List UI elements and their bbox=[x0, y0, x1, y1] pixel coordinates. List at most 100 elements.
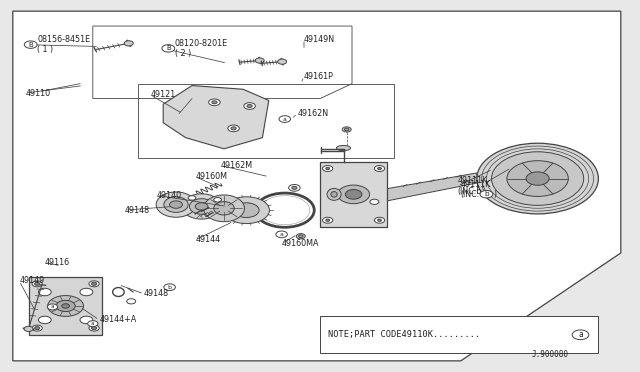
Ellipse shape bbox=[164, 197, 188, 212]
Circle shape bbox=[214, 198, 221, 202]
FancyBboxPatch shape bbox=[320, 316, 598, 353]
Circle shape bbox=[212, 101, 217, 104]
Text: 49140: 49140 bbox=[157, 191, 182, 200]
Circle shape bbox=[374, 166, 385, 171]
Text: a: a bbox=[280, 232, 284, 237]
Circle shape bbox=[255, 58, 264, 63]
Circle shape bbox=[35, 327, 40, 330]
Circle shape bbox=[188, 196, 196, 200]
Text: 49111K: 49111K bbox=[461, 180, 491, 189]
Circle shape bbox=[38, 316, 51, 324]
Circle shape bbox=[32, 325, 42, 331]
Circle shape bbox=[92, 327, 97, 330]
Circle shape bbox=[378, 167, 381, 170]
Polygon shape bbox=[387, 173, 477, 201]
Text: 08120-8201E
( 2 ): 08120-8201E ( 2 ) bbox=[175, 39, 228, 58]
Ellipse shape bbox=[337, 145, 351, 151]
Circle shape bbox=[164, 284, 175, 291]
Circle shape bbox=[47, 304, 58, 310]
Text: 49148: 49148 bbox=[125, 206, 150, 215]
Ellipse shape bbox=[204, 195, 244, 222]
Circle shape bbox=[344, 128, 349, 131]
Circle shape bbox=[56, 300, 76, 311]
Text: B: B bbox=[28, 42, 33, 48]
Polygon shape bbox=[163, 86, 269, 149]
Circle shape bbox=[124, 41, 133, 46]
Text: 49121: 49121 bbox=[150, 90, 175, 99]
Circle shape bbox=[32, 281, 42, 287]
Circle shape bbox=[572, 330, 589, 340]
FancyBboxPatch shape bbox=[29, 277, 102, 335]
Circle shape bbox=[323, 166, 333, 171]
Circle shape bbox=[89, 325, 99, 331]
Circle shape bbox=[38, 288, 51, 296]
Circle shape bbox=[276, 231, 287, 238]
Text: 49144: 49144 bbox=[195, 235, 220, 244]
Text: a: a bbox=[51, 304, 54, 310]
Text: 49144+A: 49144+A bbox=[99, 315, 136, 324]
Ellipse shape bbox=[189, 199, 214, 214]
Circle shape bbox=[170, 201, 182, 208]
Ellipse shape bbox=[156, 192, 196, 217]
Circle shape bbox=[298, 235, 303, 237]
Circle shape bbox=[162, 45, 175, 52]
Circle shape bbox=[209, 99, 220, 106]
Text: 49161P: 49161P bbox=[304, 72, 334, 81]
Ellipse shape bbox=[327, 188, 341, 200]
Circle shape bbox=[80, 288, 93, 296]
Circle shape bbox=[292, 186, 297, 189]
Text: 49162N: 49162N bbox=[298, 109, 329, 118]
Text: 49149: 49149 bbox=[19, 276, 44, 285]
Circle shape bbox=[477, 143, 598, 214]
Circle shape bbox=[296, 234, 305, 239]
Text: b: b bbox=[168, 285, 172, 290]
Text: 49110: 49110 bbox=[26, 89, 51, 97]
Text: 49111K
(INC.b): 49111K (INC.b) bbox=[458, 176, 488, 196]
Circle shape bbox=[24, 41, 37, 48]
Text: 49162M: 49162M bbox=[221, 161, 253, 170]
Circle shape bbox=[326, 219, 330, 221]
Circle shape bbox=[88, 321, 98, 327]
FancyBboxPatch shape bbox=[320, 162, 387, 227]
Circle shape bbox=[228, 125, 239, 132]
Text: J.900080: J.900080 bbox=[531, 350, 568, 359]
Ellipse shape bbox=[182, 194, 221, 219]
Circle shape bbox=[526, 172, 549, 185]
Ellipse shape bbox=[331, 192, 337, 197]
Circle shape bbox=[492, 152, 584, 205]
Circle shape bbox=[234, 203, 259, 218]
Text: 49160MA: 49160MA bbox=[282, 239, 319, 248]
Circle shape bbox=[370, 199, 379, 205]
Text: ): ) bbox=[493, 190, 497, 199]
Circle shape bbox=[378, 219, 381, 221]
Circle shape bbox=[127, 299, 136, 304]
Circle shape bbox=[338, 185, 370, 203]
Text: NOTE;PART CODE49110K.........: NOTE;PART CODE49110K......... bbox=[328, 330, 480, 339]
Circle shape bbox=[89, 281, 99, 287]
Text: 49149N: 49149N bbox=[304, 35, 335, 44]
Circle shape bbox=[278, 59, 287, 64]
Circle shape bbox=[231, 127, 236, 130]
Circle shape bbox=[223, 197, 269, 224]
Circle shape bbox=[279, 116, 291, 122]
Circle shape bbox=[507, 161, 568, 196]
Circle shape bbox=[323, 217, 333, 223]
Circle shape bbox=[35, 282, 40, 285]
Circle shape bbox=[92, 282, 97, 285]
Text: (INC.: (INC. bbox=[461, 190, 480, 199]
Circle shape bbox=[195, 203, 208, 210]
Text: 49116: 49116 bbox=[45, 258, 70, 267]
Circle shape bbox=[480, 190, 493, 198]
Text: a: a bbox=[578, 330, 583, 339]
Text: 08156-8451E
( 1 ): 08156-8451E ( 1 ) bbox=[37, 35, 90, 54]
Circle shape bbox=[374, 217, 385, 223]
Polygon shape bbox=[13, 11, 621, 361]
Text: a: a bbox=[283, 116, 287, 122]
Circle shape bbox=[247, 105, 252, 108]
Circle shape bbox=[62, 304, 70, 308]
Circle shape bbox=[244, 103, 255, 109]
Ellipse shape bbox=[214, 202, 234, 215]
Circle shape bbox=[24, 326, 33, 331]
Text: b: b bbox=[484, 191, 489, 197]
Text: 49160M: 49160M bbox=[195, 172, 227, 181]
